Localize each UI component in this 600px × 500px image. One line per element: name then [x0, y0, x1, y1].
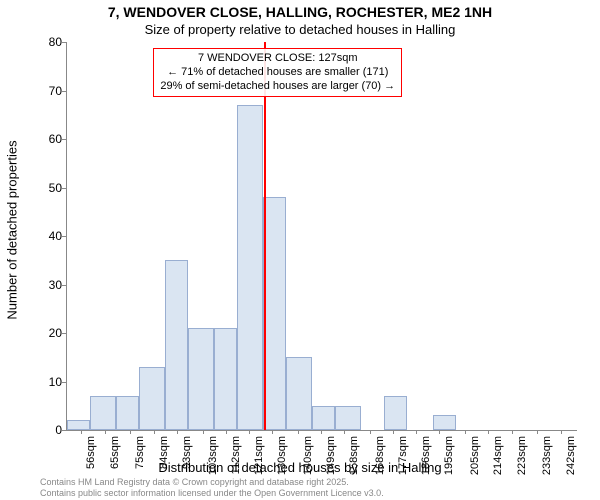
x-tick-mark	[154, 430, 155, 434]
callout-line3: 29% of semi-detached houses are larger (…	[160, 80, 395, 94]
x-tick-mark	[344, 430, 345, 434]
reference-line	[264, 42, 266, 430]
callout-line2: ← 71% of detached houses are smaller (17…	[160, 66, 395, 80]
y-tick-label: 20	[38, 326, 62, 340]
footer-line1: Contains HM Land Registry data © Crown c…	[40, 477, 384, 487]
bars-layer	[67, 42, 577, 430]
callout-box: 7 WENDOVER CLOSE: 127sqm ← 71% of detach…	[153, 48, 402, 97]
x-axis-label: Distribution of detached houses by size …	[0, 460, 600, 475]
footer-attribution: Contains HM Land Registry data © Crown c…	[40, 477, 384, 498]
y-tick-mark	[62, 139, 66, 140]
y-tick-label: 10	[38, 375, 62, 389]
callout-line1: 7 WENDOVER CLOSE: 127sqm	[160, 52, 395, 66]
histogram-bar	[139, 367, 165, 430]
x-tick-mark	[321, 430, 322, 434]
histogram-bar	[286, 357, 312, 430]
x-tick-mark	[393, 430, 394, 434]
y-tick-mark	[62, 91, 66, 92]
y-tick-mark	[62, 42, 66, 43]
histogram-bar	[188, 328, 214, 430]
histogram-bar	[237, 105, 263, 430]
histogram-bar	[433, 415, 456, 430]
footer-line2: Contains public sector information licen…	[40, 488, 384, 498]
x-tick-mark	[105, 430, 106, 434]
x-tick-mark	[465, 430, 466, 434]
chart-subtitle: Size of property relative to detached ho…	[0, 22, 600, 37]
x-tick-mark	[561, 430, 562, 434]
x-tick-mark	[226, 430, 227, 434]
histogram-bar	[90, 396, 116, 430]
histogram-bar	[165, 260, 188, 430]
y-tick-mark	[62, 333, 66, 334]
y-tick-mark	[62, 430, 66, 431]
y-tick-label: 60	[38, 132, 62, 146]
x-tick-mark	[416, 430, 417, 434]
histogram-bar	[312, 406, 335, 430]
x-tick-mark	[298, 430, 299, 434]
y-tick-mark	[62, 285, 66, 286]
x-tick-mark	[177, 430, 178, 434]
x-tick-mark	[203, 430, 204, 434]
x-tick-mark	[272, 430, 273, 434]
x-tick-mark	[488, 430, 489, 434]
histogram-bar	[214, 328, 237, 430]
x-tick-mark	[81, 430, 82, 434]
x-tick-mark	[537, 430, 538, 434]
y-tick-label: 40	[38, 229, 62, 243]
y-axis-label: Number of detached properties	[5, 140, 20, 319]
plot-area: 7 WENDOVER CLOSE: 127sqm ← 71% of detach…	[66, 42, 577, 431]
y-tick-label: 0	[38, 423, 62, 437]
histogram-bar	[116, 396, 139, 430]
y-tick-label: 70	[38, 84, 62, 98]
histogram-bar	[67, 420, 90, 430]
x-tick-mark	[249, 430, 250, 434]
y-tick-mark	[62, 188, 66, 189]
histogram-bar	[335, 406, 361, 430]
y-tick-label: 80	[38, 35, 62, 49]
y-tick-label: 50	[38, 181, 62, 195]
property-size-histogram: 7, WENDOVER CLOSE, HALLING, ROCHESTER, M…	[0, 0, 600, 500]
chart-title: 7, WENDOVER CLOSE, HALLING, ROCHESTER, M…	[0, 4, 600, 20]
y-tick-mark	[62, 382, 66, 383]
histogram-bar	[384, 396, 407, 430]
x-tick-mark	[370, 430, 371, 434]
x-tick-mark	[439, 430, 440, 434]
x-tick-mark	[512, 430, 513, 434]
y-tick-mark	[62, 236, 66, 237]
y-tick-label: 30	[38, 278, 62, 292]
x-tick-mark	[130, 430, 131, 434]
